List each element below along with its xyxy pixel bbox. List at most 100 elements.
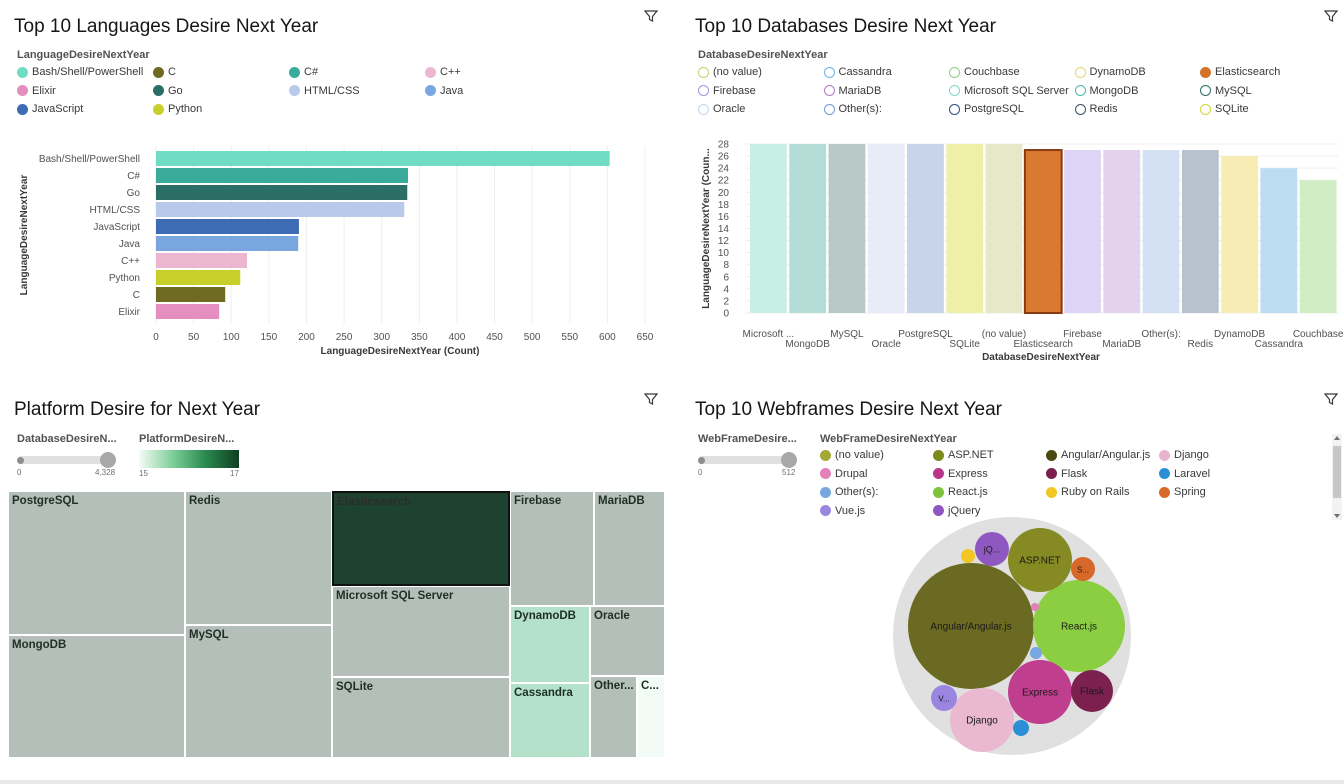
bar[interactable] xyxy=(156,168,409,183)
bar[interactable] xyxy=(907,144,944,313)
legend-item[interactable]: React.js xyxy=(933,486,988,498)
filter-icon[interactable] xyxy=(644,392,658,406)
legend-item[interactable]: Redis xyxy=(1074,103,1118,115)
legend-item[interactable]: jQuery xyxy=(933,505,980,517)
slider-track[interactable] xyxy=(17,456,113,464)
treemap-cell[interactable]: Cassandra xyxy=(510,683,590,758)
bar[interactable] xyxy=(1181,150,1219,313)
legend-item[interactable]: Other(s): xyxy=(820,486,878,498)
bar[interactable] xyxy=(156,202,405,217)
legend-item[interactable]: (no value) xyxy=(820,449,884,461)
legend-item[interactable]: HTML/CSS xyxy=(289,85,360,97)
bubble[interactable] xyxy=(931,685,957,711)
legend-item[interactable]: ASP.NET xyxy=(933,449,994,461)
legend-item[interactable]: Elixir xyxy=(17,85,56,97)
legend-item[interactable]: Express xyxy=(933,468,988,480)
treemap-cell[interactable]: Microsoft SQL Server xyxy=(332,586,510,677)
legend-item[interactable]: (no value) xyxy=(698,66,762,78)
legend-item[interactable]: Elasticsearch xyxy=(1200,66,1280,78)
bar[interactable] xyxy=(1299,180,1337,313)
bubble[interactable] xyxy=(1013,720,1029,736)
bubble[interactable] xyxy=(950,688,1014,752)
treemap-cell[interactable]: MySQL xyxy=(185,625,332,758)
legend-item[interactable]: Firebase xyxy=(698,85,756,97)
legend-item[interactable]: DynamoDB xyxy=(1074,66,1146,78)
legend-item[interactable]: MongoDB xyxy=(1074,85,1138,97)
scrollbar-thumb[interactable] xyxy=(1333,446,1341,498)
legend-item[interactable]: Drupal xyxy=(820,468,867,480)
treemap-cell[interactable]: Redis xyxy=(185,491,332,625)
legend-item[interactable]: Ruby on Rails xyxy=(1046,486,1129,498)
bubble[interactable] xyxy=(1071,670,1113,712)
bubble[interactable] xyxy=(1031,603,1039,611)
bubble[interactable] xyxy=(1033,580,1125,672)
slider-min-knob[interactable] xyxy=(17,457,24,464)
bubble[interactable] xyxy=(1030,647,1042,659)
slider-max-knob[interactable] xyxy=(781,452,797,468)
bar[interactable] xyxy=(1221,156,1258,313)
database-size-slider[interactable]: 0 4,328 xyxy=(17,450,122,477)
legend-item[interactable]: Other(s): xyxy=(823,103,882,115)
bubble[interactable] xyxy=(908,563,1034,689)
bar[interactable] xyxy=(156,151,610,166)
filter-icon[interactable] xyxy=(644,9,658,23)
bar[interactable] xyxy=(156,236,299,251)
bar[interactable] xyxy=(867,144,905,313)
treemap-cell[interactable]: PostgreSQL xyxy=(8,491,185,635)
bubble[interactable] xyxy=(1071,557,1095,581)
bar[interactable] xyxy=(1260,168,1298,313)
legend-item[interactable]: MySQL xyxy=(1200,85,1252,97)
legend-item[interactable]: SQLite xyxy=(1200,103,1249,115)
treemap-cell[interactable]: Firebase xyxy=(510,491,594,606)
bubble[interactable] xyxy=(1008,660,1072,724)
bar[interactable] xyxy=(156,185,408,200)
bar[interactable] xyxy=(828,144,866,313)
legend-item[interactable]: Oracle xyxy=(698,103,745,115)
legend-item[interactable]: Go xyxy=(153,85,183,97)
bar[interactable] xyxy=(789,144,827,313)
bar[interactable] xyxy=(946,144,984,313)
slider-min-knob[interactable] xyxy=(698,457,705,464)
legend-item[interactable]: MariaDB xyxy=(823,85,881,97)
treemap-cell[interactable]: MongoDB xyxy=(8,635,185,758)
bar[interactable] xyxy=(985,144,1023,313)
legend-item[interactable]: Java xyxy=(425,85,463,97)
legend-item[interactable]: C xyxy=(153,66,176,78)
slider-track[interactable] xyxy=(698,456,794,464)
legend-scrollbar[interactable] xyxy=(1332,434,1342,520)
legend-item[interactable]: Vue.js xyxy=(820,505,865,517)
bubble[interactable] xyxy=(975,532,1009,566)
legend-item[interactable]: C# xyxy=(289,66,318,78)
legend-item[interactable]: Couchbase xyxy=(949,66,1020,78)
legend-item[interactable]: Spring xyxy=(1159,486,1206,498)
bar[interactable] xyxy=(156,253,248,268)
bubble[interactable] xyxy=(1008,528,1072,592)
legend-item[interactable]: Laravel xyxy=(1159,468,1210,480)
legend-item[interactable]: Angular/Angular.js xyxy=(1046,449,1150,461)
filter-icon[interactable] xyxy=(1324,392,1338,406)
legend-item[interactable]: Python xyxy=(153,103,202,115)
treemap-cell[interactable]: Oracle xyxy=(590,606,665,676)
legend-item[interactable]: Bash/Shell/PowerShell xyxy=(17,66,143,78)
bubble[interactable] xyxy=(961,549,975,563)
treemap-cell[interactable]: MariaDB xyxy=(594,491,665,606)
treemap-cell[interactable]: SQLite xyxy=(332,677,510,758)
bar[interactable] xyxy=(750,144,787,313)
bar[interactable] xyxy=(1142,150,1180,313)
bar[interactable] xyxy=(156,287,226,302)
legend-item[interactable]: PostgreSQL xyxy=(949,103,1024,115)
webframe-size-slider[interactable]: 0 512 xyxy=(698,450,803,477)
legend-item[interactable]: C++ xyxy=(425,66,461,78)
slider-max-knob[interactable] xyxy=(100,452,116,468)
legend-item[interactable]: JavaScript xyxy=(17,103,83,115)
treemap-cell[interactable]: Elasticsearch xyxy=(332,491,510,586)
treemap-cell[interactable]: DynamoDB xyxy=(510,606,590,683)
filter-icon[interactable] xyxy=(1324,9,1338,23)
bar[interactable] xyxy=(156,219,299,234)
legend-item[interactable]: Microsoft SQL Server xyxy=(949,85,1069,97)
bar[interactable] xyxy=(1103,150,1141,313)
bar[interactable] xyxy=(156,304,220,319)
legend-item[interactable]: Cassandra xyxy=(823,66,892,78)
legend-item[interactable]: Django xyxy=(1159,449,1209,461)
legend-item[interactable]: Flask xyxy=(1046,468,1087,480)
